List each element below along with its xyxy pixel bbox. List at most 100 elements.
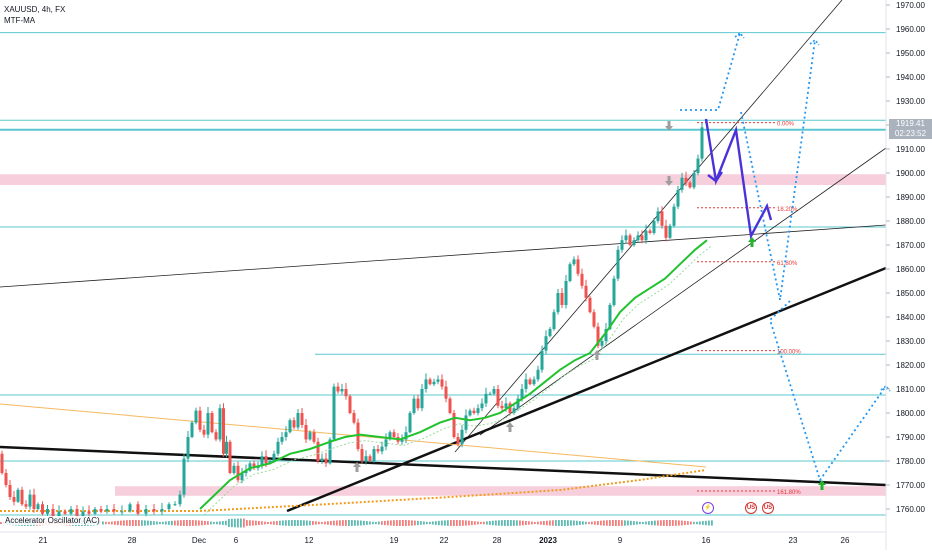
- forecast-path: [704, 118, 773, 240]
- oscillator-bar: [681, 520, 683, 526]
- time-axis-label: 21: [39, 536, 48, 545]
- candle-body: [428, 379, 432, 385]
- oscillator-bar: [663, 520, 665, 526]
- candle-body: [344, 389, 348, 397]
- candle-body: [580, 273, 584, 286]
- price-axis-label: 1910.00: [896, 145, 925, 154]
- oscillator-label[interactable]: Accelerator Oscillator (AC): [3, 516, 102, 525]
- oscillator-bar: [102, 521, 104, 525]
- signal-arrow-down: [665, 176, 673, 186]
- oscillator-bar: [591, 521, 593, 525]
- signal-arrow-down: [665, 121, 673, 131]
- oscillator-bar: [609, 520, 611, 526]
- oscillator-bar: [465, 520, 467, 526]
- oscillator-bar: [516, 520, 518, 526]
- oscillator-bar: [531, 521, 533, 525]
- oscillator-bar: [711, 520, 713, 526]
- projection-path: [740, 39, 816, 301]
- candle-body: [424, 379, 428, 389]
- oscillator-bar: [198, 520, 200, 526]
- projection-path: [680, 32, 741, 111]
- oscillator-bar: [633, 521, 635, 525]
- oscillator-bar: [615, 520, 617, 526]
- price-axis-label: 1760.00: [896, 505, 925, 514]
- oscillator-bar: [684, 520, 686, 526]
- oscillator-bar: [411, 520, 413, 526]
- oscillator-bar: [708, 520, 710, 526]
- fib-level-label: 100.00%: [777, 350, 801, 356]
- candle-body: [616, 249, 620, 279]
- oscillator-bar: [597, 520, 599, 526]
- symbol-title[interactable]: XAUUSD, 4h, FX: [4, 5, 66, 14]
- candle-body: [167, 504, 171, 509]
- candle-body: [228, 441, 232, 473]
- candle-body: [87, 511, 91, 514]
- oscillator-bar: [246, 520, 248, 526]
- candle-body: [352, 413, 356, 423]
- candle-body: [556, 293, 560, 313]
- candle-body: [452, 413, 456, 437]
- price-axis-label: 1790.00: [896, 433, 925, 442]
- oscillator-bar: [210, 521, 212, 525]
- oscillator-bar: [705, 520, 707, 526]
- price-axis-label: 1870.00: [896, 241, 925, 250]
- oscillator-bar: [618, 520, 620, 526]
- oscillator-bar: [303, 520, 305, 526]
- oscillator-bar: [333, 520, 335, 526]
- oscillator-bar: [237, 518, 239, 528]
- oscillator-bar: [363, 520, 365, 526]
- candle-body: [292, 420, 296, 428]
- oscillator-bar: [174, 520, 176, 526]
- candle-body: [93, 509, 97, 514]
- oscillator-bar: [660, 520, 662, 526]
- guide-line-orange-dotted: [0, 469, 707, 512]
- oscillator-bar: [285, 520, 287, 526]
- oscillator-bar: [483, 521, 485, 525]
- price-axis-label: 1890.00: [896, 193, 925, 202]
- us-flag-event-icon[interactable]: US: [745, 502, 757, 514]
- candle-body: [202, 429, 206, 435]
- trend-line: [479, 147, 887, 436]
- oscillator-bar: [528, 521, 530, 525]
- oscillator-bar: [522, 520, 524, 526]
- candle-body: [692, 173, 696, 188]
- oscillator-bar: [441, 520, 443, 526]
- us-flag-event-icon[interactable]: US: [762, 502, 774, 514]
- oscillator-bar: [264, 521, 266, 525]
- indicator-title[interactable]: MTF-MA: [4, 16, 36, 25]
- candle-body: [620, 240, 624, 250]
- candle-body: [372, 449, 376, 461]
- oscillator-bar: [321, 521, 323, 525]
- oscillator-bar: [405, 520, 407, 526]
- candle-body: [136, 504, 140, 514]
- oscillator-bar: [669, 520, 671, 526]
- candle-body: [700, 127, 704, 159]
- oscillator-bar: [300, 520, 302, 526]
- oscillator-bar: [201, 520, 203, 526]
- candle-body: [75, 509, 79, 517]
- oscillator-bar: [402, 520, 404, 526]
- oscillator-bar: [534, 521, 536, 525]
- lightning-event-icon[interactable]: ⚡: [702, 502, 714, 514]
- price-axis-label: 1770.00: [896, 481, 925, 490]
- oscillator-bar: [267, 521, 269, 525]
- candle-body: [178, 494, 182, 505]
- oscillator-bar: [369, 521, 371, 525]
- major-trend-line: [286, 266, 887, 513]
- oscillator-bar: [582, 521, 584, 525]
- candle-body: [464, 415, 468, 430]
- time-axis-label: 26: [841, 536, 850, 545]
- oscillator-bar: [519, 520, 521, 526]
- candle-body: [584, 285, 588, 298]
- candle-body: [260, 456, 264, 466]
- candle-body: [0, 453, 4, 473]
- oscillator-bar: [576, 520, 578, 526]
- oscillator-bar: [525, 520, 527, 526]
- oscillator-bar: [165, 521, 167, 525]
- candle-body: [640, 235, 644, 241]
- oscillator-bar: [489, 521, 491, 525]
- oscillator-bar: [351, 520, 353, 526]
- forecast-path-arrowhead: [707, 171, 723, 183]
